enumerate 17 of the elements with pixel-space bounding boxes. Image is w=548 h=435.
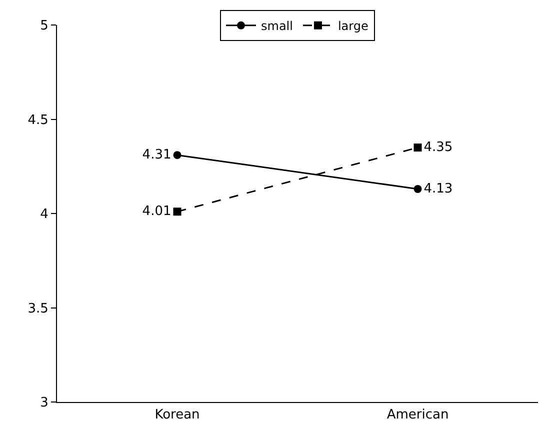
legend-label: small <box>261 19 293 34</box>
data-label: 4.35 <box>424 140 453 155</box>
point <box>414 144 422 152</box>
y-tick-label: 4 <box>40 207 48 222</box>
point <box>173 151 182 160</box>
y-tick-label: 3 <box>40 396 48 411</box>
point <box>414 185 422 193</box>
data-label: 4.13 <box>424 181 453 196</box>
legend-label: large <box>338 19 368 34</box>
y-tick-label: 5 <box>40 18 48 34</box>
x-tick-label: American <box>386 408 449 423</box>
data-label: 4.31 <box>142 147 172 162</box>
data-label: 4.01 <box>142 204 172 219</box>
y-tick-label: 4.5 <box>28 112 48 128</box>
x-tick-label: Korean <box>154 408 200 423</box>
point <box>173 208 182 216</box>
y-tick-label: 3.5 <box>28 301 48 316</box>
